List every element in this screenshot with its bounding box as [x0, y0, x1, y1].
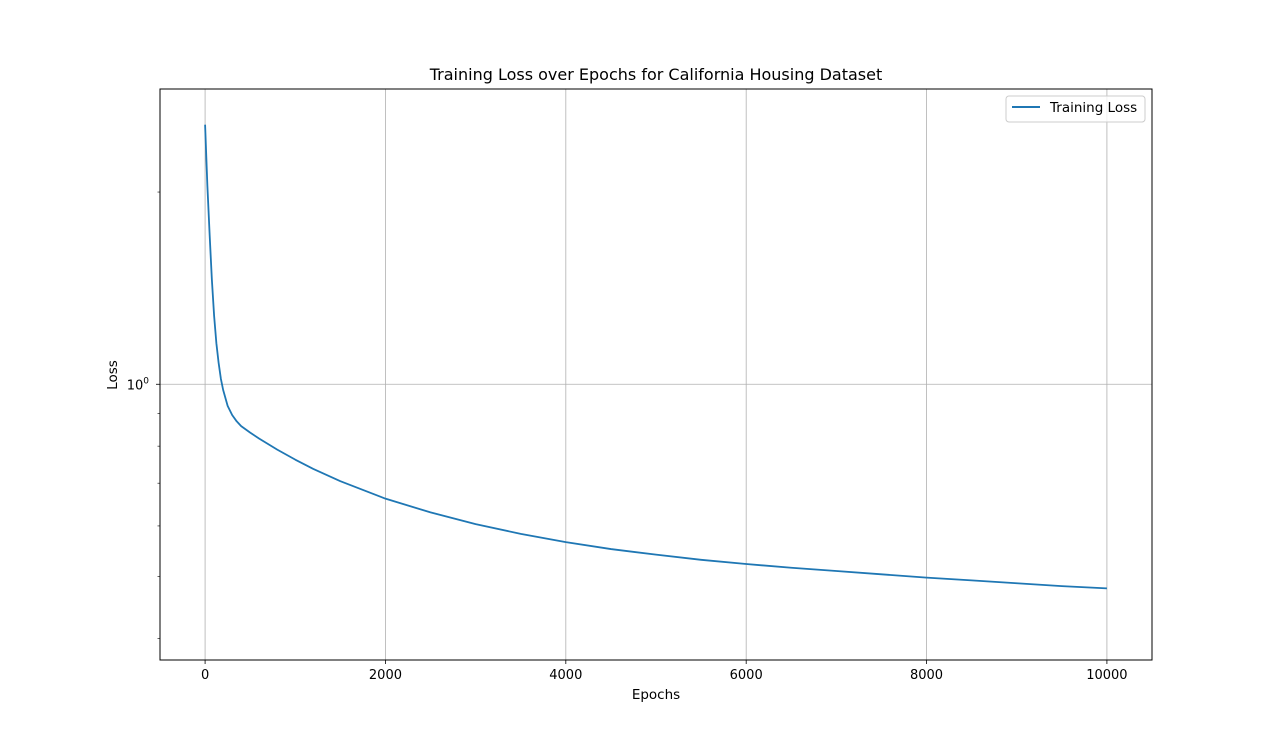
legend: Training Loss [1005, 95, 1146, 123]
chart-title: Training Loss over Epochs for California… [429, 65, 883, 84]
plot-frame [159, 88, 1153, 661]
x-tick-label: 4000 [549, 668, 582, 683]
y-axis-label: Loss [105, 360, 121, 390]
legend-label-training-loss: Training Loss [1049, 100, 1137, 116]
x-tick-label: 8000 [910, 668, 943, 683]
x-tick-label: 10000 [1086, 668, 1127, 683]
x-tick-label: 6000 [730, 668, 763, 683]
x-tick-label: 0 [201, 668, 209, 683]
x-axis-label: Epochs [632, 687, 680, 703]
legend-box [1005, 95, 1146, 123]
series-line-training-loss [204, 124, 1107, 590]
grid-layer [160, 89, 1152, 660]
series-layer [204, 124, 1107, 590]
x-tick-label: 2000 [369, 668, 402, 683]
